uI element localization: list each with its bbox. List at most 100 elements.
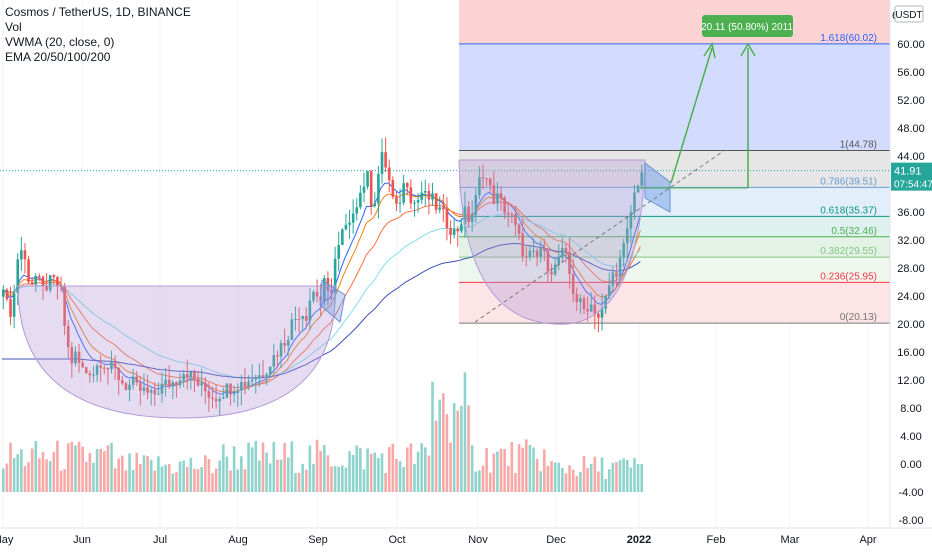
fibonacci-extension[interactable]: 1.618(60.02) 1(44.78) 0.786(39.51) 0.618(35… xyxy=(459,0,890,324)
candle-body xyxy=(434,193,438,210)
volume-bar xyxy=(34,440,38,492)
volume-bar xyxy=(333,466,337,492)
candle-body xyxy=(467,206,470,223)
volume-bar xyxy=(38,458,41,492)
volume-bar xyxy=(279,459,283,492)
candle-body xyxy=(171,382,175,387)
volume-bar xyxy=(45,459,48,492)
candle-body xyxy=(41,276,45,286)
candle-body xyxy=(131,376,135,385)
price-tick: 56.00 xyxy=(897,67,925,79)
volume-bar xyxy=(157,456,160,492)
volume-bar xyxy=(528,445,532,492)
volume-bar xyxy=(297,472,301,492)
candle-body xyxy=(48,275,52,291)
ema-indicator-label[interactable]: EMA 20/50/100/200 xyxy=(5,50,111,64)
volume-bar xyxy=(380,453,384,492)
candle-body xyxy=(193,371,196,379)
candle-body xyxy=(200,382,203,386)
cup-pattern-right xyxy=(458,159,646,325)
price-axis[interactable]: 6USDT60.0056.0052.0048.0044.0040.0036.00… xyxy=(889,0,932,528)
fib-zone-0.786 xyxy=(459,187,890,217)
volume-bar xyxy=(589,463,593,492)
volume-bar xyxy=(373,452,377,492)
price-tick: 52.00 xyxy=(897,95,925,107)
candle-body xyxy=(2,289,5,297)
volume-bar xyxy=(218,460,222,492)
candle-body xyxy=(517,224,521,234)
candle-body xyxy=(521,233,524,257)
time-tick-Jun: Jun xyxy=(73,534,91,546)
volume-bar xyxy=(611,462,615,492)
candle-body xyxy=(207,391,211,398)
volume-bar xyxy=(84,461,88,492)
candle-body xyxy=(110,362,113,370)
candle-body xyxy=(449,228,452,235)
candle-body xyxy=(265,374,268,378)
candles-layer xyxy=(2,137,643,416)
ema20-line xyxy=(1,193,641,393)
volume-bar xyxy=(167,464,171,492)
candle-body xyxy=(323,278,326,302)
fib-zone-1.618 xyxy=(459,43,890,151)
candle-body xyxy=(153,390,157,395)
volume-bar xyxy=(449,442,452,492)
candle-body xyxy=(373,203,377,207)
candle-body xyxy=(81,362,84,368)
volume-bar xyxy=(561,467,564,492)
candle-body xyxy=(261,375,265,378)
volume-bar xyxy=(604,479,607,492)
volume-bar xyxy=(391,443,395,492)
time-axis[interactable]: May Jun Jul Aug Sep Oct Nov Dec 2022 Feb Mar Apr xyxy=(0,527,932,546)
volume-bar xyxy=(243,469,247,492)
candle-body xyxy=(409,187,413,204)
volume-bar xyxy=(77,441,81,492)
volume-indicator-label[interactable]: Vol xyxy=(5,20,22,34)
volume-bar xyxy=(546,465,550,492)
volume-bar xyxy=(377,457,380,492)
volume-bar xyxy=(276,459,279,492)
candle-body xyxy=(157,393,160,395)
volume-bar xyxy=(488,472,492,492)
candle-body xyxy=(615,272,618,278)
candle-body xyxy=(478,177,481,195)
candle-body xyxy=(597,313,600,318)
volume-bar xyxy=(463,372,467,492)
candle-body xyxy=(369,171,373,207)
symbol-title[interactable]: Cosmos / TetherUS, 1D, BINANCE xyxy=(5,5,191,19)
candle-body xyxy=(214,398,218,402)
candle-body xyxy=(92,374,95,376)
time-tick-Jul: Jul xyxy=(153,534,167,546)
candle-body xyxy=(254,378,258,380)
volume-bar xyxy=(416,451,420,492)
volume-bar xyxy=(211,473,214,492)
volume-bar xyxy=(438,399,442,492)
candle-body xyxy=(315,291,319,297)
volume-bar xyxy=(341,465,344,492)
volume-bar xyxy=(258,460,261,492)
volume-bar xyxy=(387,447,391,492)
price-tick: 16.00 xyxy=(897,347,925,359)
volume-bar xyxy=(66,443,70,492)
candle-body xyxy=(117,368,121,381)
volume-bar xyxy=(636,464,640,492)
volume-bar xyxy=(153,470,157,492)
volume-bar xyxy=(460,405,463,492)
volume-bar xyxy=(344,467,348,492)
candle-body xyxy=(344,224,348,230)
volume-bar xyxy=(304,469,308,492)
drawing-tools[interactable]: 20.11 (50.80%) 2011 xyxy=(0,15,890,419)
volume-bar xyxy=(557,462,561,492)
price-tick: 20.00 xyxy=(897,319,925,331)
volume-bar xyxy=(330,466,333,492)
vwma-indicator-label[interactable]: VWMA (20, close, 0) xyxy=(5,35,115,49)
candle-body xyxy=(543,247,546,251)
volume-bar xyxy=(384,472,387,492)
volume-bar xyxy=(92,462,95,492)
volume-bar xyxy=(553,462,557,492)
volume-bar xyxy=(236,469,240,492)
candle-body xyxy=(5,289,9,300)
candle-body xyxy=(218,398,222,402)
